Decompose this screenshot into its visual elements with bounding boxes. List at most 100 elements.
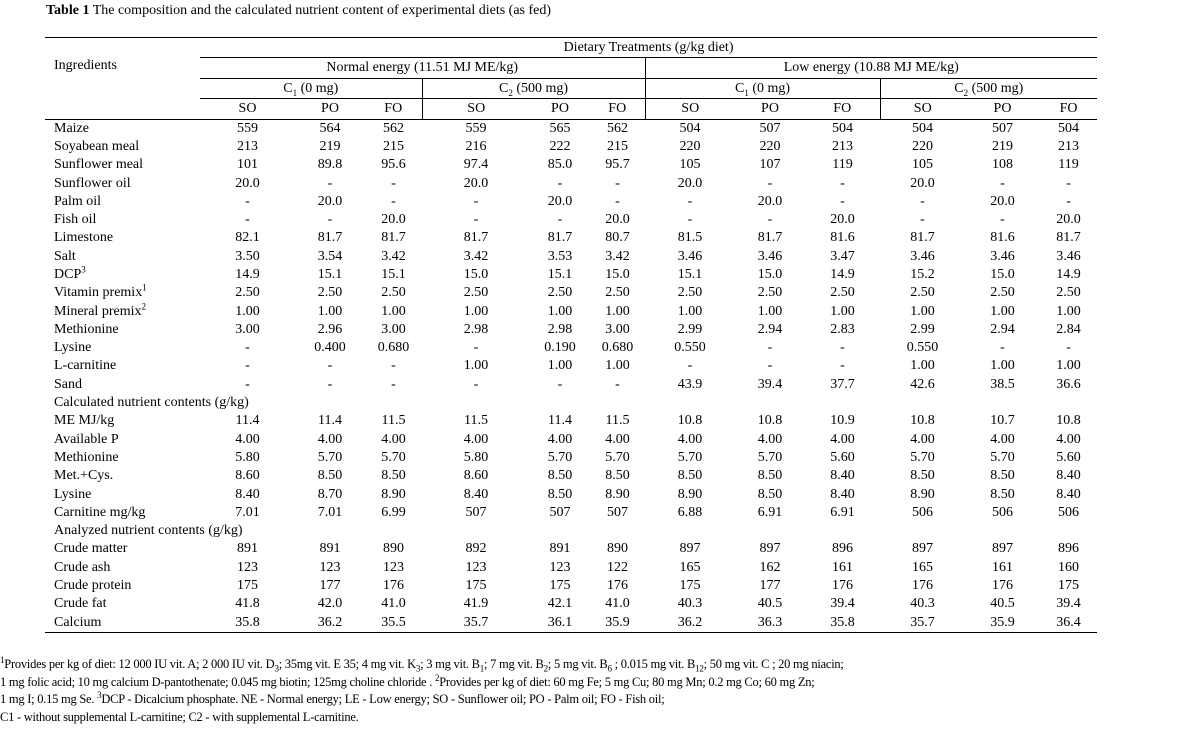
table-row: ME MJ/kg 11.4 11.4 11.5 11.5 11.4 11.5 10.8 10.8…: [45, 412, 1097, 430]
table-cell: 2.50: [547, 285, 573, 301]
ingredient-name: L-carnitine: [45, 357, 200, 375]
footnote-subscript: 3: [274, 663, 279, 674]
table-cell: -: [473, 376, 479, 392]
table-cell: 11.5: [464, 413, 488, 429]
table-cell: 1.00: [910, 358, 935, 374]
table-cell: 892: [465, 541, 487, 557]
table-cell: 8.40: [830, 468, 855, 484]
table-cell: 507: [465, 504, 487, 520]
ingredient-label: Crude matter: [54, 541, 128, 557]
table-cell: 220: [759, 138, 781, 154]
ingredients-header: Ingredients: [45, 37, 200, 120]
table-cell: 176: [832, 578, 853, 594]
table-cell: 3.46: [990, 248, 1015, 264]
table-cell: 3.53: [547, 248, 573, 264]
table-cell: 10.8: [910, 413, 935, 429]
ingredient-name: Soyabean meal: [45, 138, 200, 156]
table-cell: -: [1000, 175, 1005, 191]
table-cell: 897: [759, 541, 781, 557]
oil-column-header: SO: [880, 98, 965, 120]
table-cell: 504: [912, 120, 933, 136]
footnote-text: 1 mg folic acid; 10 mg calcium D-pantoth…: [0, 674, 435, 689]
ingredient-name: DCP3: [45, 264, 200, 284]
table-cell: 36.4: [1040, 613, 1098, 633]
ingredient-name: Methionine: [45, 321, 200, 339]
table-row: Sunflower oil 20.0 - - 20.0 - - 20.0 - - 20.0 - -: [45, 175, 1097, 193]
table-row: Crude ash 123 123 123 123 123 122 165 162 161 165 1…: [45, 559, 1097, 577]
table-cell: 2.99: [910, 321, 935, 337]
table-row: Lysine - 0.400 0.680 - 0.190 0.680 0.550 - - 0.550…: [45, 339, 1097, 357]
table-cell: 506: [912, 504, 933, 520]
table-cell: 3.46: [757, 248, 783, 264]
footnote-subscript: 6: [607, 663, 612, 674]
table-cell: 0.680: [601, 340, 634, 356]
table-cell: 5.80: [235, 449, 260, 465]
table-cell: 81.7: [910, 230, 935, 246]
footnote-marker: 3: [81, 264, 86, 275]
table-cell: 565: [549, 120, 571, 136]
table-cell: 4.00: [757, 431, 783, 447]
table-cell: 161: [992, 559, 1013, 575]
table-cell: 81.7: [757, 230, 783, 246]
table-row: Crude matter 891 891 890 892 891 890 897 897 896 8…: [45, 540, 1097, 558]
table-cell: -: [840, 175, 845, 191]
ingredient-label: ME MJ/kg: [54, 413, 115, 429]
footnote-superscript: 1: [0, 654, 5, 665]
table-cell: 2.50: [605, 285, 630, 301]
table-cell: 6.99: [381, 504, 406, 520]
table-cell: 0.550: [906, 340, 939, 356]
table-cell: 20.0: [757, 193, 783, 209]
table-cell: 42.6: [910, 376, 935, 392]
table-cell: 8.50: [757, 468, 783, 484]
ingredient-label: Crude protein: [54, 578, 132, 594]
table-cell: 81.7: [547, 230, 573, 246]
table-cell: -: [245, 212, 250, 228]
footnote-text: ; 50 mg vit. C ; 20 mg niacin;: [703, 657, 844, 671]
table-cell: 1.00: [1056, 303, 1081, 319]
table-row: Calcium 35.8 36.2 35.5 35.7 36.1 35.9 36.2 36.3 3…: [45, 613, 1098, 633]
ingredient-name: Available P: [45, 431, 200, 449]
ingredient-name: Mineral premix2: [45, 300, 200, 321]
table-cell: 20.0: [235, 175, 260, 191]
table-cell: 39.4: [757, 376, 783, 392]
table-cell: 81.7: [381, 230, 406, 246]
table-cell: -: [1066, 175, 1071, 191]
table-cell: 40.5: [757, 596, 783, 612]
table-cell: 215: [383, 138, 404, 154]
table-cell: 1.00: [547, 358, 573, 374]
table-cell: 3.47: [830, 248, 855, 264]
ingredient-label: Available P: [54, 431, 119, 447]
table-cell: 165: [912, 559, 933, 575]
table-cell: 8.50: [381, 468, 406, 484]
table-cell: 20.0: [381, 212, 406, 228]
table-cell: 8.40: [463, 486, 489, 502]
table-cell: -: [615, 376, 620, 392]
table-cell: -: [473, 340, 479, 356]
footnote-marker: 2: [141, 300, 146, 311]
table-cell: 4.00: [677, 431, 703, 447]
oil-column-header: SO: [422, 98, 530, 120]
footnote-line: 1Provides per kg of diet: 12 000 IU vit.…: [0, 654, 844, 674]
oil-column-header: PO: [735, 98, 805, 120]
table-cell: 81.6: [830, 230, 855, 246]
table-row: Met.+Cys. 8.60 8.50 8.50 8.60 8.50 8.50 8.50 8.5…: [45, 467, 1097, 485]
table-cell: 10.8: [757, 413, 783, 429]
table-cell: 20.0: [317, 193, 343, 209]
table-cell: 2.94: [990, 321, 1015, 337]
table-cell: 6.91: [757, 504, 783, 520]
oil-column-header: FO: [590, 98, 646, 120]
table-cell: -: [840, 340, 845, 356]
ingredient-name: ME MJ/kg: [45, 412, 200, 430]
table-cell: 216: [465, 138, 487, 154]
table-cell: 504: [1058, 120, 1080, 136]
table-cell: 8.50: [547, 486, 573, 502]
table-cell: 7.01: [235, 504, 260, 520]
carnitine-subscript: 1: [744, 87, 749, 98]
footnote-superscript: 2: [434, 672, 440, 683]
table-footnotes: 1Provides per kg of diet: 12 000 IU vit.…: [0, 654, 844, 726]
table-cell: 175: [679, 578, 701, 594]
table-cell: 1.00: [990, 358, 1015, 374]
table-cell: 81.7: [1056, 230, 1081, 246]
table-row: Sand - - - - - - 43.9 39.4 37.7 42.6 38.5 36.6: [45, 376, 1097, 394]
table-row: L-carnitine - - - 1.00 1.00 1.00 - - - 1.00 1.00 1.0…: [45, 357, 1097, 375]
